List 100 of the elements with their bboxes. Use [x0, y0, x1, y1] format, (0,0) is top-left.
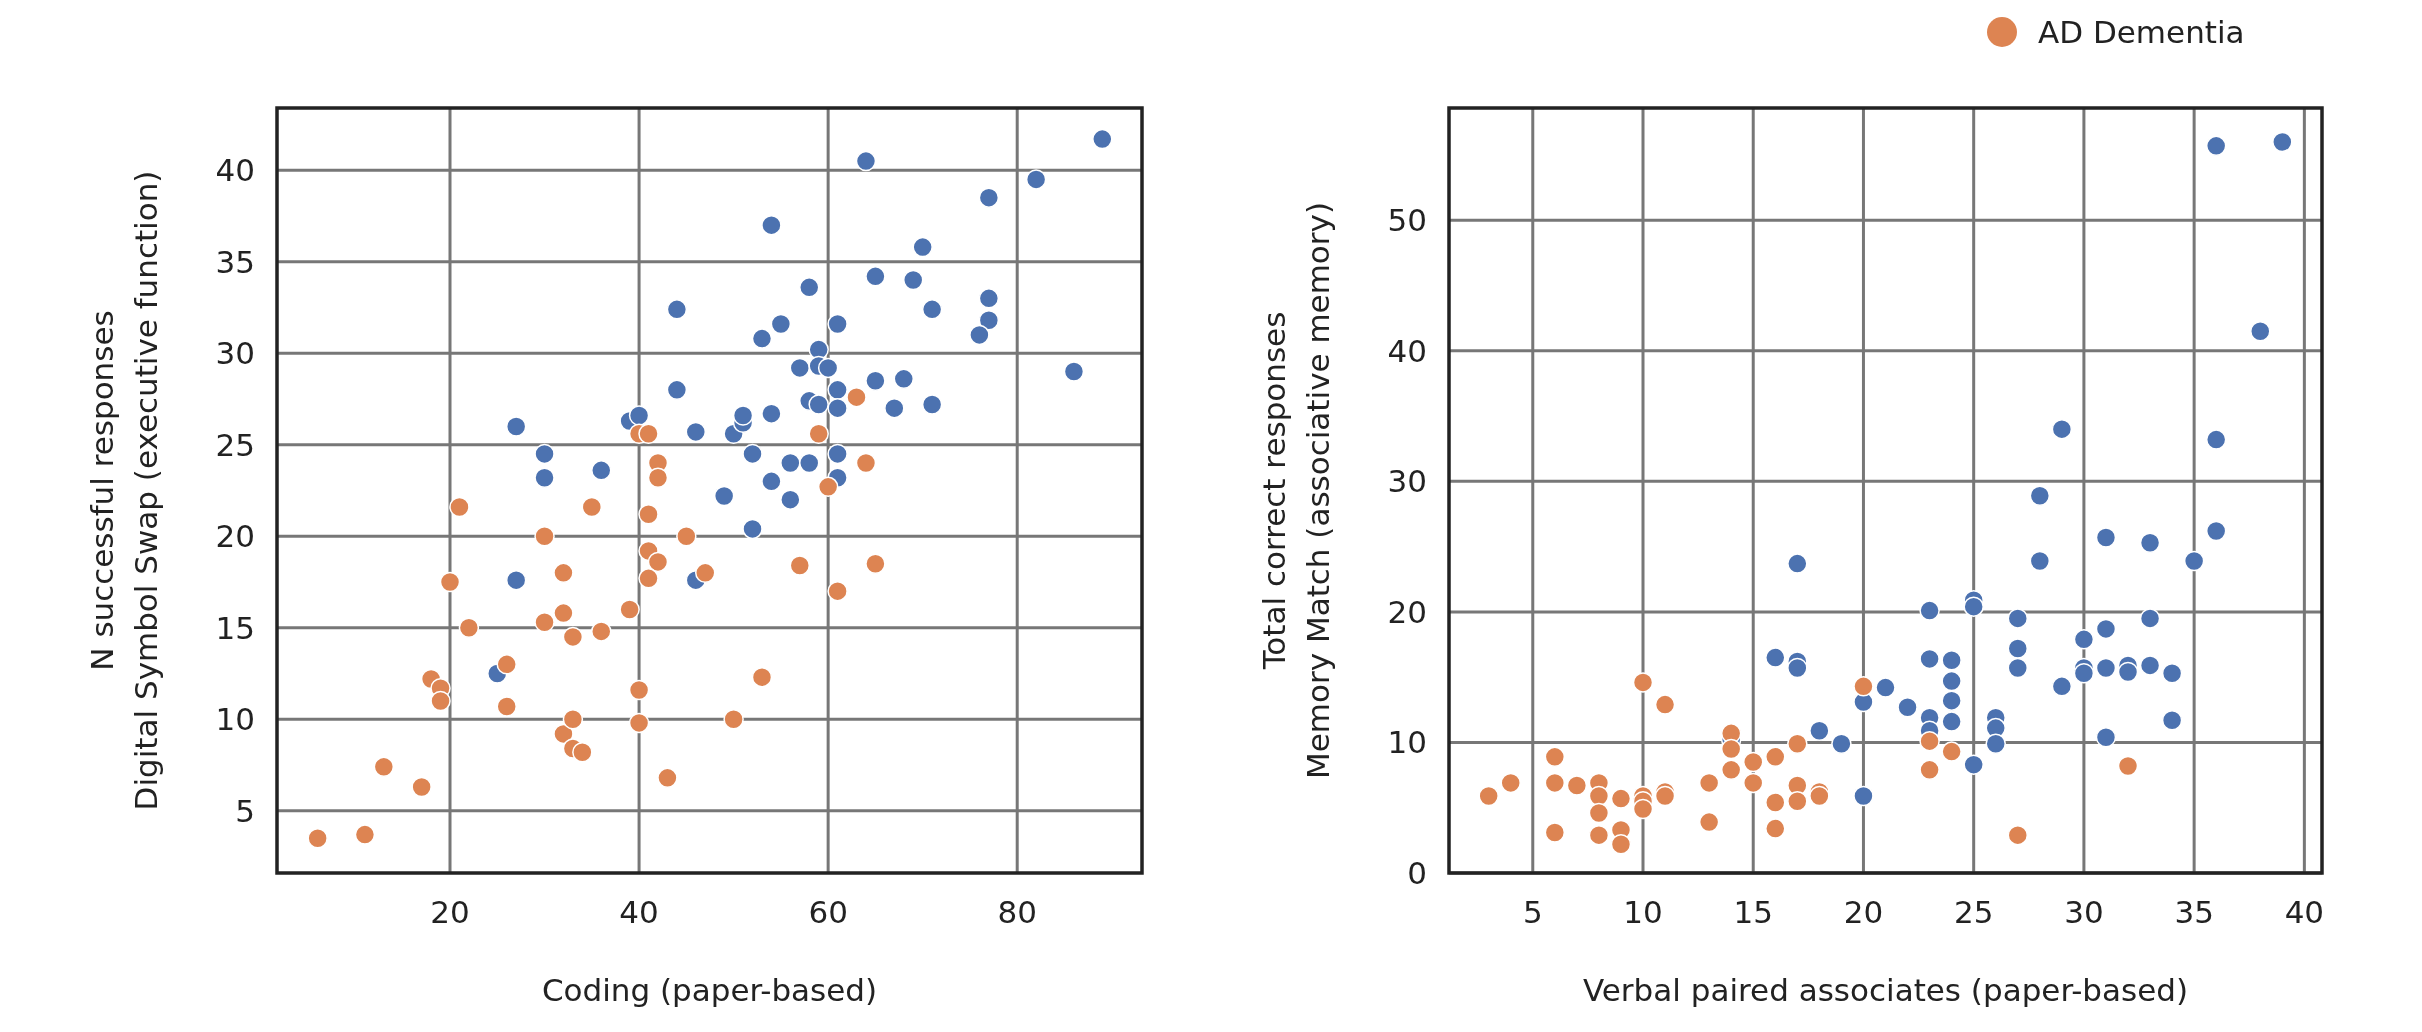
point	[817, 357, 839, 379]
point	[1632, 672, 1654, 693]
x-tick-label: 80	[997, 894, 1037, 930]
point	[1610, 834, 1632, 855]
point	[695, 562, 716, 584]
point	[1698, 811, 1720, 833]
point	[2205, 135, 2227, 157]
point	[780, 489, 801, 510]
point	[581, 496, 603, 518]
point	[591, 621, 612, 642]
point	[2250, 321, 2271, 342]
point	[761, 214, 782, 236]
point	[1853, 785, 1874, 807]
point	[742, 518, 763, 540]
point	[1742, 751, 1764, 773]
point	[969, 324, 990, 346]
point	[2029, 550, 2051, 572]
point	[798, 452, 820, 474]
x-axis-title: Coding (paper-based)	[541, 972, 878, 1008]
point	[865, 266, 886, 287]
point	[411, 776, 432, 798]
point	[1566, 775, 1588, 796]
y-tick-label: 10	[215, 701, 255, 738]
y-tick-label: 5	[235, 792, 255, 829]
point	[676, 526, 697, 547]
point	[742, 443, 763, 465]
point	[2205, 520, 2227, 542]
point	[647, 467, 669, 488]
point	[2161, 710, 2183, 731]
point	[1941, 690, 1962, 711]
point	[1765, 792, 1786, 813]
point	[978, 288, 1000, 309]
point	[1500, 772, 1521, 794]
point	[562, 709, 584, 730]
point	[817, 476, 839, 498]
point	[449, 496, 470, 518]
point	[638, 504, 659, 525]
point	[1588, 785, 1610, 807]
point	[978, 310, 1000, 331]
point	[2139, 532, 2161, 553]
point	[1831, 733, 1852, 754]
point	[789, 357, 811, 379]
point	[628, 712, 650, 734]
point	[1544, 772, 1566, 794]
point	[1985, 733, 2006, 754]
point	[2007, 638, 2029, 659]
point	[2095, 657, 2117, 679]
point	[1544, 822, 1566, 843]
point	[1787, 553, 1808, 574]
point	[496, 696, 517, 717]
point	[1063, 361, 1085, 382]
y-tick-label: 50	[1387, 202, 1427, 239]
point	[628, 679, 650, 701]
point	[373, 756, 395, 778]
point	[2139, 608, 2161, 629]
point	[666, 379, 688, 401]
point	[2095, 727, 2117, 748]
point	[1897, 696, 1918, 718]
point	[1765, 746, 1786, 768]
point	[798, 277, 820, 298]
point	[1720, 759, 1742, 781]
point	[912, 236, 933, 258]
point	[761, 471, 782, 492]
x-tick-label: 35	[2174, 894, 2214, 930]
legend-label: AD Dementia	[2038, 13, 2245, 50]
point	[732, 405, 754, 426]
point	[619, 599, 640, 620]
point	[855, 452, 877, 474]
point	[978, 187, 1000, 208]
point	[893, 368, 915, 390]
x-tick-label: 10	[1623, 894, 1663, 930]
point	[761, 403, 782, 424]
point	[1919, 600, 1940, 621]
point	[2051, 676, 2073, 697]
point	[666, 299, 688, 320]
point	[723, 709, 744, 730]
x-tick-label: 40	[619, 894, 659, 930]
point	[884, 397, 905, 419]
point	[1919, 759, 1940, 781]
x-tick-label: 40	[2284, 894, 2325, 930]
point	[751, 328, 773, 349]
point	[1941, 670, 1962, 692]
point	[2007, 608, 2029, 629]
y-tick-label: 35	[215, 243, 255, 280]
point	[827, 580, 848, 602]
point	[1809, 720, 1830, 741]
y-tick-label: 20	[215, 518, 255, 555]
y-tick-label: 40	[215, 152, 255, 189]
point	[647, 551, 669, 573]
point	[657, 767, 678, 789]
point	[591, 460, 612, 481]
point	[1544, 746, 1566, 768]
point	[921, 299, 943, 320]
point	[713, 485, 735, 507]
point	[2007, 657, 2029, 679]
point	[827, 313, 848, 335]
point	[2073, 663, 2095, 684]
point	[685, 421, 707, 443]
point	[1853, 676, 1874, 697]
point	[865, 370, 886, 391]
